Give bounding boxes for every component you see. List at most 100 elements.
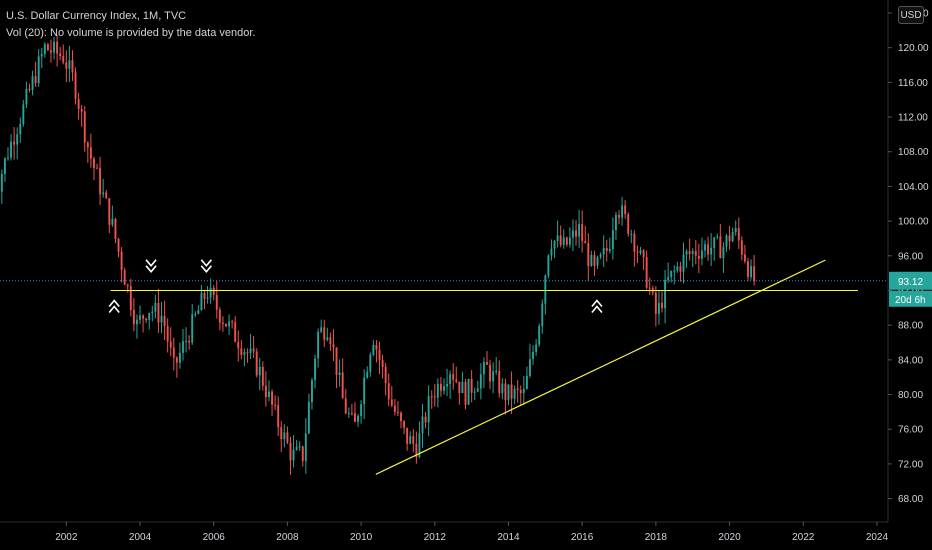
candle [713,236,716,261]
candle [240,339,243,360]
candle-body [237,341,240,349]
candle [510,371,513,415]
double-chevron-up-icon [591,299,603,314]
chevron-stroke [200,259,212,268]
candle [596,255,599,269]
candle-body [234,322,237,342]
candle-body [590,255,593,266]
candle-body [424,416,427,423]
candle [74,67,77,105]
candle [369,352,372,377]
candle [3,157,6,182]
candle-body [507,384,510,401]
candle [492,362,495,394]
candle-body [568,237,571,245]
candle-body [461,381,464,394]
candle [753,254,756,286]
candle-body [581,224,584,242]
candle-body [175,357,178,363]
candle [93,156,95,181]
candle [326,327,329,342]
candle-body [384,366,387,384]
candle-body [19,124,22,135]
candle-body [516,388,519,390]
candle [46,42,49,51]
candle-body [409,436,412,444]
candle [728,225,731,250]
candle-body [3,158,6,174]
candle [449,370,452,399]
x-tick-label: 2016 [571,532,594,543]
candle [271,389,274,416]
candle-body [31,76,34,90]
candle [599,252,602,260]
candle-body [387,383,390,400]
candle [277,396,280,436]
candle-body [688,251,691,254]
candle-body [268,391,270,398]
candle [135,314,138,339]
currency-button[interactable]: USD [898,6,924,24]
candle-body [682,254,685,272]
candle-body [102,192,105,195]
candle-body [657,302,660,314]
candle-body [221,322,224,324]
candle-body [737,228,740,241]
candle [298,441,301,451]
chevron-stroke [108,305,120,314]
candle-body [218,309,221,323]
candle [519,385,522,406]
candle-body [694,251,697,256]
candle-body [743,254,746,262]
candle-body [713,237,716,248]
candle [639,246,642,256]
candle [231,319,234,329]
candle [443,378,445,395]
candle [479,363,482,400]
candle-body [154,303,157,312]
candle [258,357,261,391]
candle [513,385,516,405]
candle [80,104,83,127]
candle [482,357,485,389]
candle [645,250,648,290]
candle [495,357,498,375]
candle-body [578,224,581,237]
candle-body [298,446,301,448]
candle [507,384,510,406]
candle [126,283,129,293]
candle-body [529,359,531,376]
candle [154,294,157,319]
candle-body [430,396,433,398]
candle [553,239,556,259]
candle [71,50,74,82]
x-tick-label: 2004 [129,532,152,543]
candle [750,259,753,280]
candle-body [639,250,642,253]
candle-body [406,427,409,444]
candle [568,227,571,248]
time-axis[interactable]: 2002 2004 2006 2008 2010 2012 2014 2016 2018 2020… [55,522,889,543]
candle [581,210,584,253]
candle [559,225,562,248]
candle [332,329,335,361]
candle [350,403,353,416]
candle-body [443,386,445,391]
candle-body [96,167,98,169]
candle-body [556,235,559,242]
candle [562,229,565,249]
candle [605,239,608,262]
candle-body [498,370,501,394]
candle-body [608,249,611,252]
rising-trendline [375,259,826,475]
symbol-title[interactable]: U.S. Dollar Currency Index, 1M, TVC [6,10,187,22]
y-tick-label: 72.00 [898,459,923,470]
candle [657,290,660,325]
candle-body [482,362,485,375]
candle [700,237,703,266]
candle-body [135,319,138,325]
candle [252,336,255,358]
candle [458,381,461,405]
candle-body [667,276,670,280]
